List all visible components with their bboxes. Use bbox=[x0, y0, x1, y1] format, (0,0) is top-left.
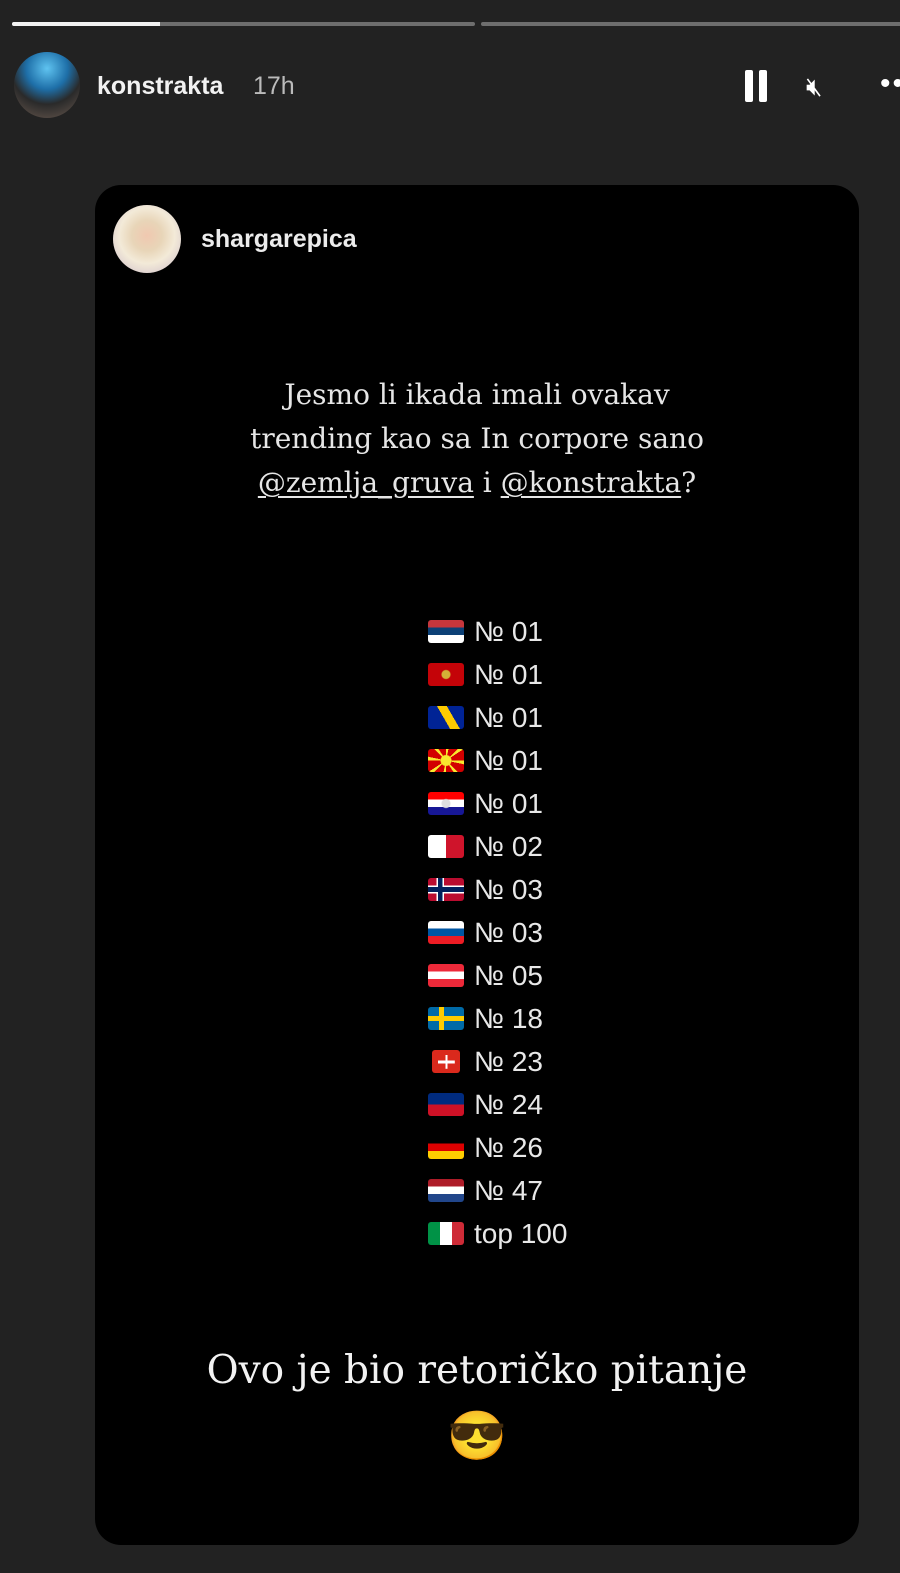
rank-value: № 03 bbox=[474, 873, 543, 905]
ranking-row: № 24 bbox=[428, 1083, 567, 1126]
shared-avatar[interactable] bbox=[113, 205, 181, 273]
ranking-row: № 02 bbox=[428, 825, 567, 868]
sunglasses-emoji: 😎 bbox=[447, 1410, 507, 1463]
rankings-list: № 01 № 01 № 01 № 01 № 01 № 02 № 03 № 03 № 05 № 18… bbox=[428, 610, 567, 1255]
muted-speaker-icon[interactable]: 🔇︎ bbox=[806, 71, 823, 101]
flag-serbia-icon bbox=[428, 620, 464, 643]
ranking-row: № 23 bbox=[428, 1040, 567, 1083]
flag-netherlands-icon bbox=[428, 1179, 464, 1202]
ranking-row: № 03 bbox=[428, 911, 567, 954]
rank-value: № 01 bbox=[474, 744, 543, 776]
rank-value: № 23 bbox=[474, 1045, 543, 1077]
rank-value: № 05 bbox=[474, 959, 543, 991]
flag-austria-icon bbox=[428, 964, 464, 987]
rank-value: № 01 bbox=[474, 787, 543, 819]
pause-icon[interactable] bbox=[745, 70, 769, 102]
shared-story-card: shargarepica Jesmo li ikada imali ovakav… bbox=[95, 185, 859, 1545]
rank-value: № 01 bbox=[474, 701, 543, 733]
flag-malta-icon bbox=[428, 835, 464, 858]
flag-slovenia-icon bbox=[428, 921, 464, 944]
ranking-row: № 03 bbox=[428, 868, 567, 911]
story-progress-1 bbox=[12, 22, 475, 26]
ranking-row: № 01 bbox=[428, 610, 567, 653]
rank-value: № 01 bbox=[474, 615, 543, 647]
closing-text: Ovo je bio retoričko pitanje bbox=[206, 1348, 748, 1393]
flag-croatia-icon bbox=[428, 792, 464, 815]
ranking-row: № 05 bbox=[428, 954, 567, 997]
more-icon[interactable]: •• bbox=[880, 67, 900, 100]
ranking-row: № 01 bbox=[428, 739, 567, 782]
shared-username[interactable]: shargarepica bbox=[201, 225, 357, 253]
flag-switzerland-icon bbox=[432, 1050, 460, 1073]
ranking-row: № 18 bbox=[428, 997, 567, 1040]
rank-value: № 01 bbox=[474, 658, 543, 690]
question-text: Jesmo li ikada imali ovakav trending kao… bbox=[95, 373, 859, 505]
question-line-1: Jesmo li ikada imali ovakav bbox=[284, 378, 670, 411]
rank-value: № 47 bbox=[474, 1174, 543, 1206]
avatar[interactable] bbox=[14, 52, 80, 118]
ranking-row: № 26 bbox=[428, 1126, 567, 1169]
rank-value: № 26 bbox=[474, 1131, 543, 1163]
flag-bosnia-and-herzegovina-icon bbox=[428, 706, 464, 729]
ranking-row: № 01 bbox=[428, 696, 567, 739]
flag-liechtenstein-icon bbox=[428, 1093, 464, 1116]
flag-sweden-icon bbox=[428, 1007, 464, 1030]
conjunction: i bbox=[473, 466, 501, 499]
question-mark: ? bbox=[681, 466, 697, 499]
rank-value: № 03 bbox=[474, 916, 543, 948]
flag-norway-icon bbox=[428, 878, 464, 901]
rank-value: № 02 bbox=[474, 830, 543, 862]
rank-value: top 100 bbox=[474, 1217, 568, 1249]
flag-italy-icon bbox=[428, 1222, 464, 1245]
rank-value: № 24 bbox=[474, 1088, 543, 1120]
question-line-3: @zemlja_gruva i @konstrakta? bbox=[95, 461, 859, 505]
username[interactable]: konstrakta bbox=[97, 72, 224, 100]
flag-north-macedonia-icon bbox=[428, 749, 464, 772]
story-progress-2 bbox=[481, 22, 900, 26]
ranking-row: № 01 bbox=[428, 782, 567, 825]
timestamp: 17h bbox=[253, 72, 295, 100]
mention-konstrakta[interactable]: @konstrakta bbox=[500, 466, 682, 499]
ranking-row: № 47 bbox=[428, 1169, 567, 1212]
flag-montenegro-icon bbox=[428, 663, 464, 686]
rank-value: № 18 bbox=[474, 1002, 543, 1034]
flag-germany-icon bbox=[428, 1136, 464, 1159]
question-line-2: trending kao sa In corpore sano bbox=[250, 422, 704, 455]
ranking-row: top 100 bbox=[428, 1212, 567, 1255]
ranking-row: № 01 bbox=[428, 653, 567, 696]
mention-zemlja-gruva[interactable]: @zemlja_gruva bbox=[257, 466, 474, 499]
